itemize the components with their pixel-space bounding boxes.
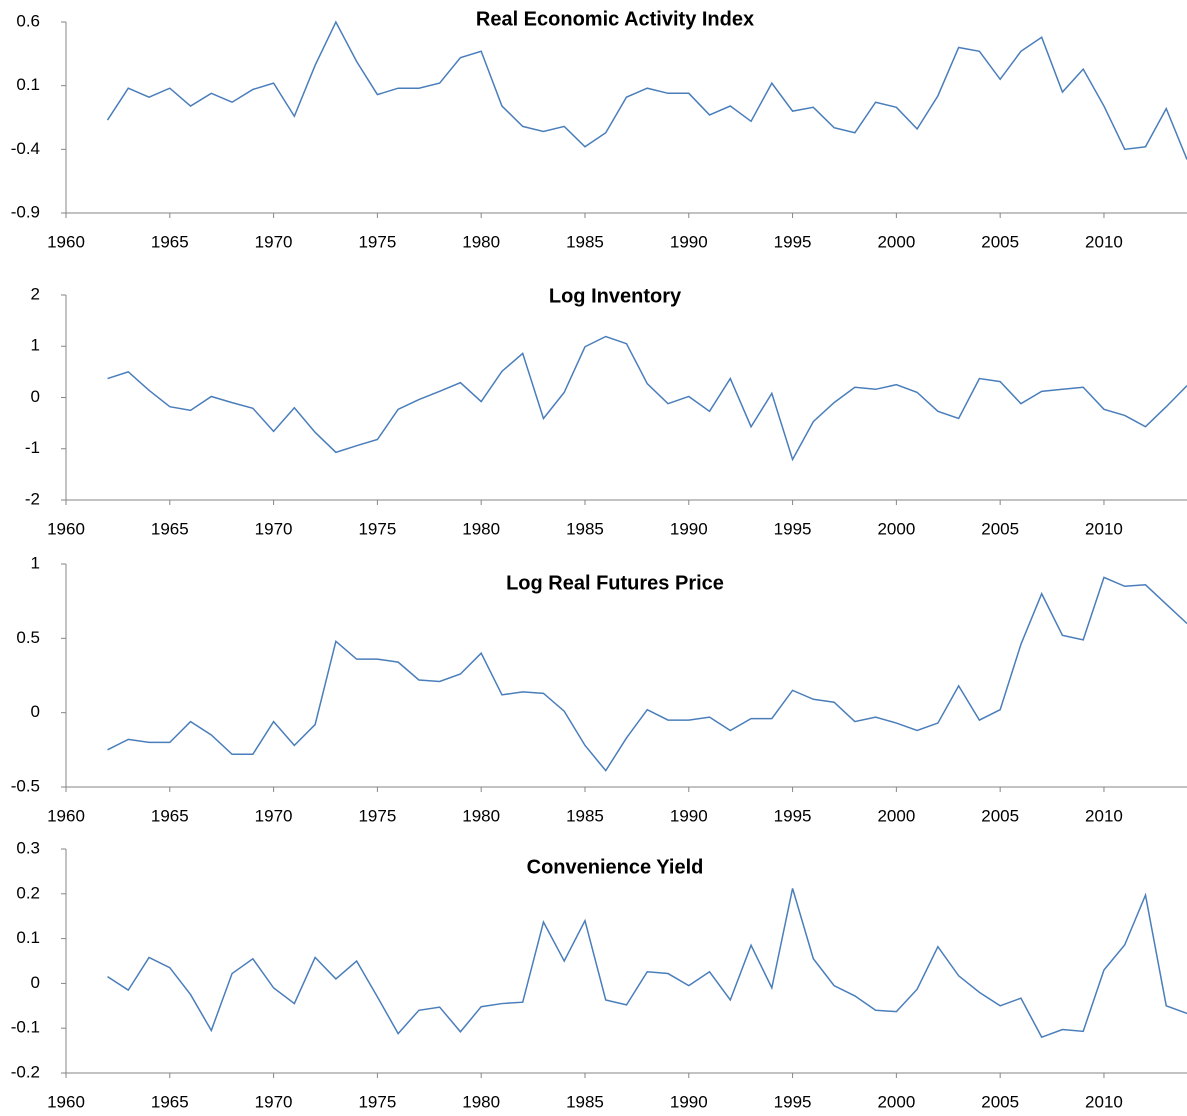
x-tick-label: 2005: [981, 806, 1019, 825]
y-tick-label: -0.4: [11, 139, 40, 158]
y-tick-label: 1: [31, 336, 40, 355]
x-tick-label: 1990: [670, 1092, 708, 1111]
x-tick-label: 1960: [47, 519, 85, 538]
x-tick-label: 1985: [566, 1092, 604, 1111]
x-tick-label: 2010: [1085, 519, 1123, 538]
x-tick-label: 1995: [774, 1092, 812, 1111]
chart-title: Real Economic Activity Index: [476, 8, 754, 30]
x-tick-label: 1995: [774, 232, 812, 251]
x-tick-label: 2005: [981, 232, 1019, 251]
y-tick-label: -0.9: [11, 202, 40, 221]
x-tick-label: 2000: [877, 806, 915, 825]
y-tick-label: 2: [31, 284, 40, 303]
x-tick-label: 1985: [566, 806, 604, 825]
y-tick-label: 1: [31, 553, 40, 572]
data-line: [106, 20, 1187, 160]
y-tick-label: 0: [31, 973, 40, 992]
data-line: [107, 888, 1187, 1039]
x-tick-label: 1970: [255, 232, 293, 251]
x-tick-label: 1970: [255, 519, 293, 538]
y-tick-label: -1: [25, 438, 40, 457]
y-tick-label: -0.5: [11, 776, 40, 795]
x-tick-label: 2005: [981, 519, 1019, 538]
x-tick-label: 2000: [877, 519, 915, 538]
data-line: [107, 335, 1187, 462]
y-tick-label: -0.1: [11, 1018, 40, 1037]
x-tick-label: 1995: [774, 519, 812, 538]
x-tick-label: 1990: [670, 806, 708, 825]
x-tick-label: 1995: [774, 806, 812, 825]
x-tick-label: 2000: [877, 1092, 915, 1111]
y-tick-label: 0.6: [16, 11, 40, 30]
chart-title: Log Real Futures Price: [506, 572, 724, 594]
x-tick-label: 1965: [151, 232, 189, 251]
x-tick-label: 1960: [47, 806, 85, 825]
y-tick-label: 0: [31, 387, 40, 406]
y-tick-label: 0.1: [16, 75, 40, 94]
x-tick-label: 2000: [877, 232, 915, 251]
x-tick-label: 1965: [151, 519, 189, 538]
y-tick-label: -2: [25, 489, 40, 508]
x-tick-label: 2005: [981, 1092, 1019, 1111]
y-tick-label: 0.3: [16, 838, 40, 857]
data-line: [107, 576, 1187, 772]
chart-title: Convenience Yield: [527, 856, 704, 878]
x-tick-label: 1980: [462, 1092, 500, 1111]
x-tick-label: 1980: [462, 519, 500, 538]
x-tick-label: 1965: [151, 806, 189, 825]
x-tick-label: 2010: [1085, 806, 1123, 825]
x-tick-label: 1975: [358, 1092, 396, 1111]
x-tick-label: 1975: [358, 519, 396, 538]
y-tick-label: -0.2: [11, 1062, 40, 1081]
x-tick-label: 1970: [255, 1092, 293, 1111]
y-tick-label: 0.5: [16, 628, 40, 647]
x-tick-label: 1960: [47, 1092, 85, 1111]
x-tick-label: 1960: [47, 232, 85, 251]
x-tick-label: 1970: [255, 806, 293, 825]
x-tick-label: 1990: [670, 232, 708, 251]
x-tick-label: 1975: [358, 232, 396, 251]
y-tick-label: 0: [31, 702, 40, 721]
chart-title: Log Inventory: [549, 285, 682, 307]
x-tick-label: 1975: [358, 806, 396, 825]
x-tick-label: 1980: [462, 232, 500, 251]
x-tick-label: 1985: [566, 519, 604, 538]
x-tick-label: 1980: [462, 806, 500, 825]
x-tick-label: 1985: [566, 232, 604, 251]
y-tick-label: 0.1: [16, 928, 40, 947]
x-tick-label: 2010: [1085, 1092, 1123, 1111]
x-tick-label: 1965: [151, 1092, 189, 1111]
y-tick-label: 0.2: [16, 883, 40, 902]
x-tick-label: 1990: [670, 519, 708, 538]
x-tick-label: 2010: [1085, 232, 1123, 251]
